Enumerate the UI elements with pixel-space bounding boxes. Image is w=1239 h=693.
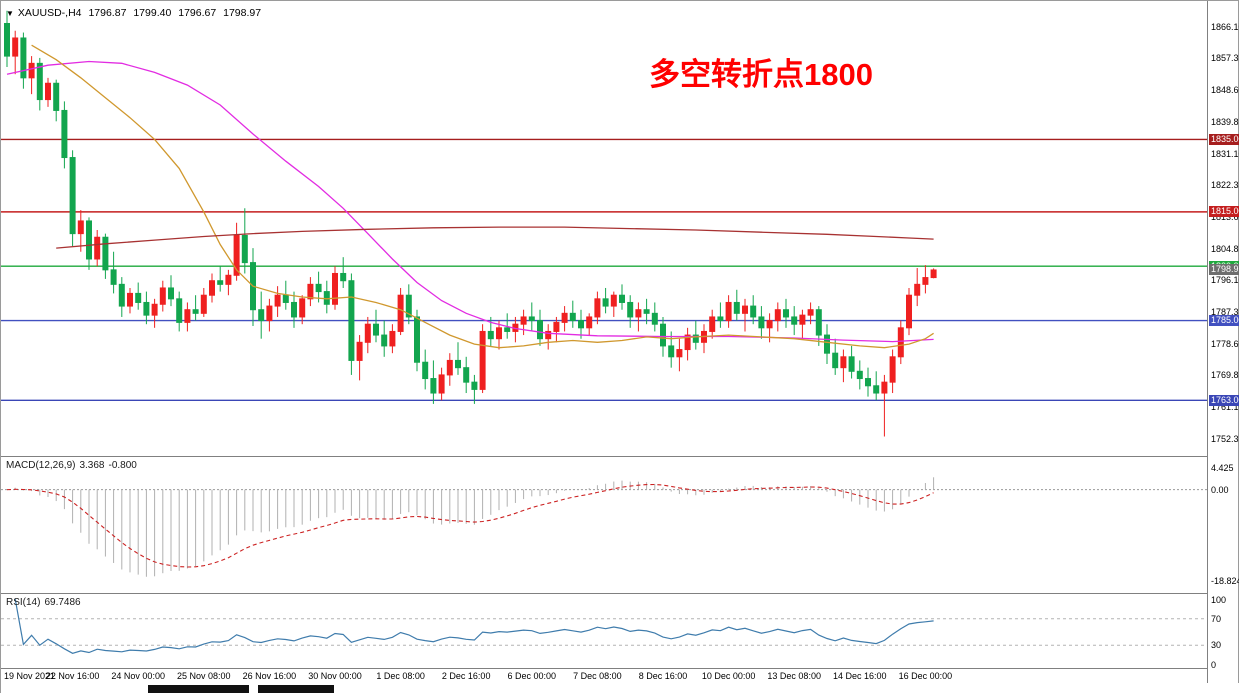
chart-text-annotation[interactable]: 多空转折点1800 [649, 57, 873, 92]
time-axis-label: 8 Dec 16:00 [638, 671, 688, 681]
panel-separator-macd-rsi[interactable] [1, 593, 1208, 594]
rsi-name: RSI(14) [6, 597, 41, 608]
panel-separator-main-macd[interactable] [1, 456, 1208, 457]
price-level-badge: 1815.00 [1209, 206, 1239, 218]
rsi-axis-label: 30 [1211, 640, 1222, 651]
price-level-badge: 1835.00 [1209, 133, 1239, 145]
ohlc-close: 1798.97 [223, 7, 262, 19]
price-level-badge: 1785.00 [1209, 315, 1239, 327]
time-axis-label: 13 Dec 08:00 [767, 671, 821, 681]
collapse-icon[interactable]: ▼ [6, 9, 14, 18]
price-axis-label: 1778.60 [1211, 338, 1239, 349]
ma-slow-magenta [6, 60, 934, 343]
price-axis-border [1207, 1, 1208, 683]
price-level-badge: 1763.00 [1209, 394, 1239, 406]
macd-main-value: 3.368 [79, 460, 105, 471]
ohlc-low: 1796.67 [178, 7, 217, 19]
rsi-indicator [1, 598, 1208, 654]
price-axis-label: 1787.35 [1211, 307, 1239, 318]
rsi-panel-label: RSI(14) 69.7486 [6, 597, 85, 608]
taskbar-fragment-2[interactable] [258, 685, 334, 693]
macd-panel-label: MACD(12,26,9) 3.368 -0.800 [6, 460, 141, 471]
price-axis-label: 1866.10 [1211, 21, 1239, 32]
macd-signal-line [6, 483, 934, 568]
time-axis-label: 25 Nov 08:00 [177, 671, 231, 681]
chart-canvas[interactable] [1, 1, 1208, 683]
bottom-bar [1, 683, 1239, 693]
ma-long-darkred [56, 226, 934, 249]
time-axis-label: 7 Dec 08:00 [573, 671, 622, 681]
current-price-badge: 1798.97 [1209, 264, 1239, 276]
symbol-timeframe-label: XAUUSD-,H4 [17, 7, 82, 19]
price-axis-label: 1796.10 [1211, 275, 1239, 286]
ohlc-high: 1799.40 [133, 7, 172, 19]
ma-mid-orange [31, 44, 934, 349]
time-axis-label: 1 Dec 08:00 [376, 671, 425, 681]
time-axis-label: 24 Nov 00:00 [111, 671, 165, 681]
macd-axis-label: 4.425 [1211, 463, 1234, 474]
macd-indicator [1, 477, 1208, 577]
price-axis-label: 1761.10 [1211, 402, 1239, 413]
macd-axis-label: 0.00 [1211, 484, 1229, 495]
rsi-line [14, 598, 934, 654]
price-axis-label: 1769.85 [1211, 370, 1239, 381]
price-axis-label: 1857.35 [1211, 53, 1239, 64]
price-axis-label: 1848.60 [1211, 85, 1239, 96]
support-resistance-lines[interactable] [1, 138, 1208, 401]
taskbar-fragment-1[interactable] [148, 685, 249, 693]
macd-axis-label: -18.824 [1211, 575, 1239, 586]
rsi-axis-label: 70 [1211, 613, 1222, 624]
moving-average-lines [6, 44, 934, 349]
candlestick-series [4, 10, 937, 437]
rsi-axis-label: 0 [1211, 660, 1217, 670]
price-axis-label: 1822.35 [1211, 180, 1239, 191]
time-axis-label: 10 Dec 00:00 [701, 671, 756, 681]
time-axis-label: 6 Dec 00:00 [507, 671, 557, 681]
ohlc-open: 1796.87 [88, 7, 127, 19]
time-axis-label: 14 Dec 16:00 [833, 671, 887, 681]
time-axis-label: 22 Nov 16:00 [45, 671, 100, 681]
rsi-value: 69.7486 [44, 597, 81, 608]
time-axis-label: 19 Nov 2021 [4, 671, 56, 681]
price-axis-label: 1804.85 [1211, 243, 1239, 254]
time-axis-label: 30 Nov 00:00 [308, 671, 362, 681]
time-axis-label: 26 Nov 16:00 [242, 671, 297, 681]
macd-signal-value: -0.800 [108, 460, 137, 471]
time-axis-label: 16 Dec 00:00 [898, 671, 953, 681]
panel-separator-rsi-time[interactable] [1, 668, 1208, 669]
rsi-axis-label: 100 [1211, 595, 1227, 605]
time-axis-label: 2 Dec 16:00 [441, 671, 491, 681]
chart-header: ▼ XAUUSD-,H4 1796.87 1799.40 1796.67 1798… [6, 7, 265, 19]
price-axis-label: 1752.35 [1211, 433, 1239, 444]
macd-name: MACD(12,26,9) [6, 460, 76, 471]
price-axis-label: 1831.10 [1211, 148, 1239, 159]
price-axis-label: 1839.85 [1211, 116, 1239, 127]
